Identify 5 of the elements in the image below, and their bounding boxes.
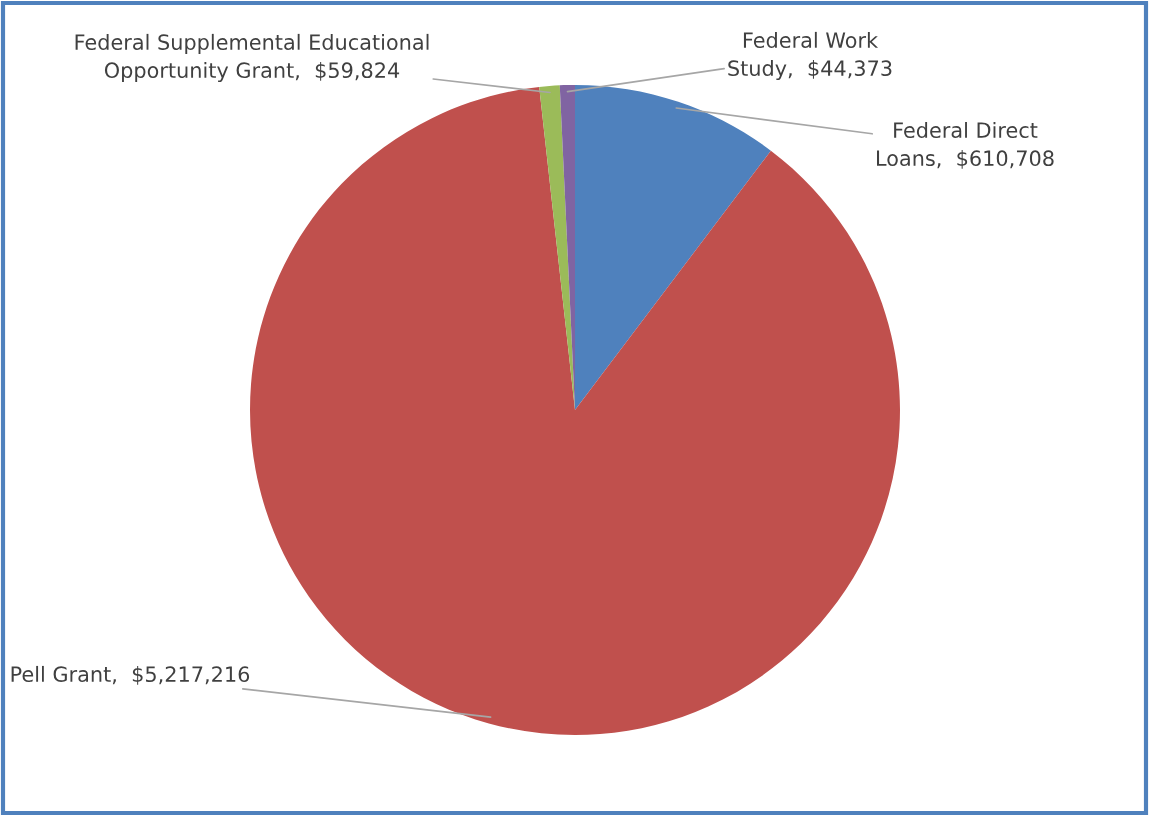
pie-slice [575,85,771,410]
slice-label: Federal Supplemental Educational Opportunity Grant, $59,824 [75,33,429,83]
slice-label: Federal Work Study, $44,373 [728,31,892,81]
slice-label: Pell Grant, $5,217,216 [11,665,250,685]
slice-label: Federal Direct Loans, $610,708 [877,121,1054,169]
